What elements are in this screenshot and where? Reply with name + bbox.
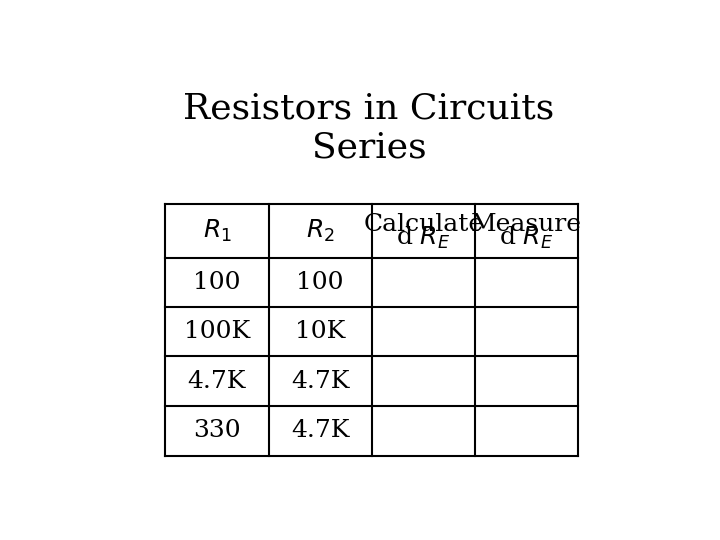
Text: 330: 330 <box>193 420 240 442</box>
Text: $R_2$: $R_2$ <box>306 218 335 244</box>
Text: 100K: 100K <box>184 320 250 343</box>
Text: d $R_E$: d $R_E$ <box>396 225 451 251</box>
Text: 4.7K: 4.7K <box>188 369 246 393</box>
Text: Calculate: Calculate <box>364 213 483 236</box>
Text: d $R_E$: d $R_E$ <box>500 225 554 251</box>
Text: 4.7K: 4.7K <box>291 369 349 393</box>
Text: 100: 100 <box>193 271 240 294</box>
Text: Resistors in Circuits: Resistors in Circuits <box>184 91 554 125</box>
Text: Series: Series <box>312 131 426 165</box>
Text: $R_1$: $R_1$ <box>202 218 231 244</box>
Text: 4.7K: 4.7K <box>291 420 349 442</box>
Text: Measure: Measure <box>471 213 582 236</box>
Text: 100: 100 <box>297 271 344 294</box>
Text: 10K: 10K <box>295 320 346 343</box>
